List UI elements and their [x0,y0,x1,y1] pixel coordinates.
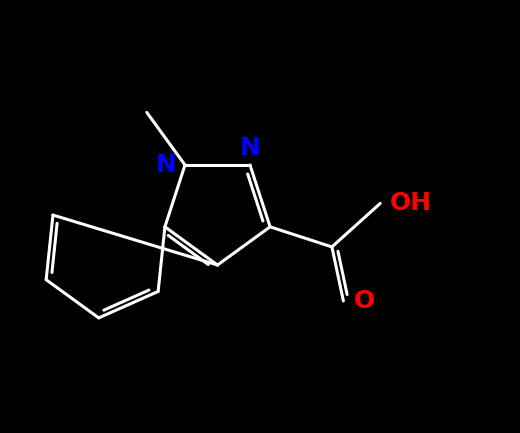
Text: N: N [156,153,177,177]
Text: O: O [354,289,374,313]
Text: OH: OH [390,191,432,215]
Text: N: N [240,136,261,160]
